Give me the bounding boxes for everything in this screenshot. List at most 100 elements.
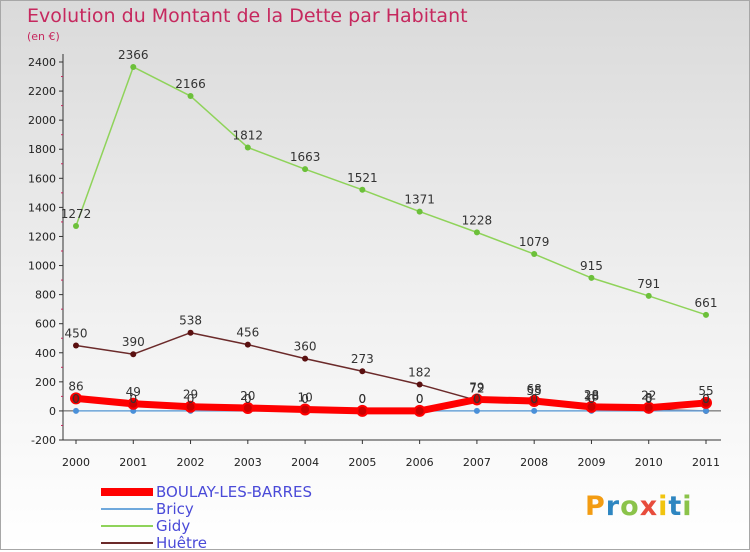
data-point — [187, 329, 194, 336]
logo-letter: i — [658, 491, 669, 522]
logo-letter: P — [585, 491, 606, 522]
x-tick-label: 2003 — [234, 456, 262, 469]
data-point — [244, 144, 251, 151]
data-point — [130, 351, 137, 358]
y-tick-label: 600 — [35, 318, 56, 331]
data-label: 1079 — [519, 235, 550, 249]
x-tick-label: 2011 — [692, 456, 720, 469]
series-line-boulay-les-barres — [75, 394, 707, 415]
data-point — [528, 395, 541, 408]
data-label: 1272 — [61, 207, 92, 221]
data-label: 182 — [408, 365, 431, 379]
data-point — [473, 407, 480, 414]
data-point — [642, 401, 655, 414]
data-label: 0 — [702, 392, 710, 406]
data-label: 0 — [416, 392, 424, 406]
data-label: 0 — [473, 392, 481, 406]
data-label: 49 — [126, 385, 141, 399]
data-point — [413, 404, 426, 417]
data-label: 55 — [698, 384, 713, 398]
legend-swatch — [101, 525, 153, 527]
data-label: 72 — [469, 381, 484, 395]
data-label: 2166 — [175, 77, 206, 91]
x-tick-label: 2000 — [62, 456, 90, 469]
data-point — [416, 208, 423, 215]
y-tick-label: 2000 — [28, 114, 56, 127]
logo-letter: x — [639, 491, 659, 522]
data-point — [531, 407, 538, 414]
legend-swatch — [101, 488, 153, 496]
data-label: 0 — [530, 392, 538, 406]
data-label: 20 — [240, 389, 255, 403]
chart-unit: (en €) — [27, 30, 60, 43]
data-label: 1812 — [233, 128, 264, 142]
data-label: 68 — [527, 382, 542, 396]
y-tick-label: 1000 — [28, 260, 56, 273]
y-tick-label: 800 — [35, 289, 56, 302]
x-tick-label: 2007 — [463, 456, 491, 469]
logo-letter: i — [682, 491, 693, 522]
data-point — [703, 407, 709, 414]
data-label: 10 — [297, 390, 312, 404]
data-point — [416, 381, 423, 388]
data-label: 0 — [416, 392, 424, 406]
legend-swatch — [101, 508, 153, 510]
data-label: 0 — [359, 392, 367, 406]
data-point — [588, 274, 595, 281]
data-label: 8 — [645, 391, 653, 405]
data-label: 915 — [580, 259, 603, 273]
data-label: 55 — [527, 384, 542, 398]
y-tick-label: 400 — [35, 347, 56, 360]
data-label: 390 — [122, 335, 145, 349]
data-label: 2366 — [118, 48, 149, 62]
x-tick-label: 2009 — [577, 456, 605, 469]
y-tick-label: 1200 — [28, 230, 56, 243]
data-point — [73, 407, 79, 414]
data-point — [470, 393, 483, 406]
data-label: 0 — [72, 392, 80, 406]
data-point — [73, 342, 79, 349]
data-point — [585, 400, 598, 413]
data-label: 86 — [68, 379, 83, 393]
y-tick-label: 0 — [49, 405, 56, 418]
legend-label: Bricy — [156, 500, 194, 518]
data-point — [241, 402, 254, 415]
data-point — [473, 229, 480, 236]
data-point — [127, 397, 140, 410]
data-point — [531, 251, 538, 258]
data-label: 0 — [301, 392, 309, 406]
legend-label: Huêtre — [156, 534, 207, 552]
series-line-hu-tre — [75, 331, 707, 412]
y-tick-label: 1800 — [28, 143, 56, 156]
data-label: 0 — [702, 392, 710, 406]
data-point — [73, 222, 79, 229]
data-label: 29 — [183, 388, 198, 402]
series-line-gidy — [75, 66, 707, 316]
data-point — [299, 403, 312, 416]
data-point — [70, 392, 82, 405]
data-label: 1521 — [347, 171, 378, 185]
x-tick-label: 2002 — [177, 456, 205, 469]
logo-letter: r — [605, 491, 621, 522]
legend-label: Gidy — [156, 517, 191, 535]
data-label: 0 — [129, 392, 137, 406]
data-label: 0 — [359, 392, 367, 406]
x-tick-label: 2008 — [520, 456, 548, 469]
x-tick-label: 2006 — [406, 456, 434, 469]
data-point — [184, 400, 197, 413]
data-point — [244, 341, 251, 348]
data-label: 1371 — [404, 193, 435, 207]
y-tick-label: 1400 — [28, 201, 56, 214]
data-label: 18 — [584, 389, 599, 403]
x-tick-label: 2005 — [348, 456, 376, 469]
x-tick-label: 2001 — [119, 456, 147, 469]
logo-letter: o — [620, 491, 640, 522]
y-tick-label: 2400 — [28, 56, 56, 69]
data-point — [356, 404, 369, 417]
data-label: 538 — [179, 314, 202, 328]
data-label: 450 — [65, 327, 88, 341]
data-point — [302, 166, 309, 173]
data-label: 28 — [584, 388, 599, 402]
